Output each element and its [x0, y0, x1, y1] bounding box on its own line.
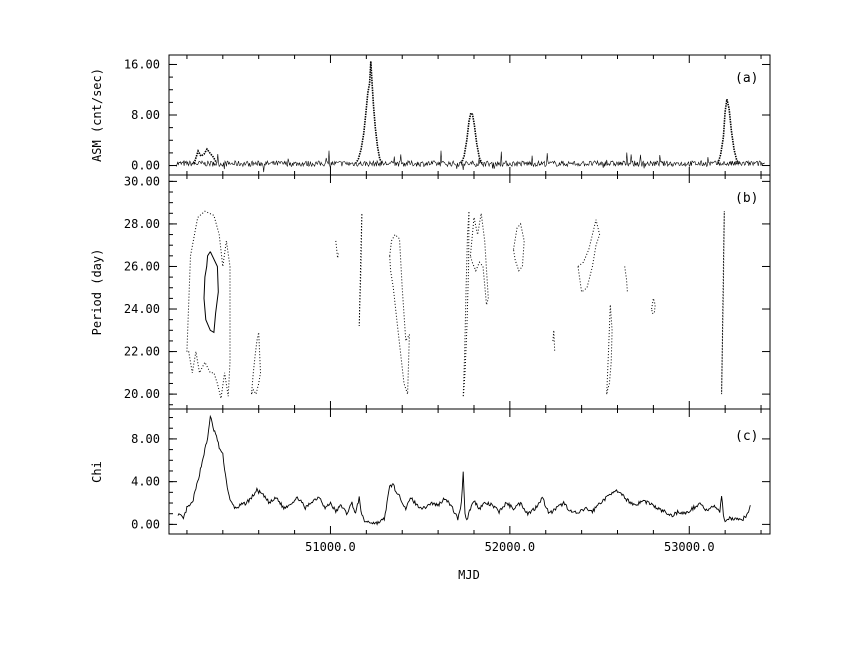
panel-b: (b) Period (day) 20.00 22.00 24.00 26.00…: [90, 174, 771, 410]
panel-b-ytick-label-3: 26.00: [124, 259, 160, 273]
panel-c-plot: [177, 414, 751, 526]
panel-c-xtick-label-0: 51000.0: [305, 540, 356, 554]
panel-a-flare-3: [717, 99, 741, 165]
panel-a-plot: [175, 61, 765, 173]
panel-b-dotted-contour-7: [513, 222, 525, 272]
panel-a-ytick-label-2: 16.00: [124, 57, 160, 71]
panel-a-frame: [168, 54, 771, 176]
panel-a-flare-1: [354, 61, 384, 165]
panel-b-ytick-label-1: 22.00: [124, 345, 160, 359]
panel-b-ytick-label-0: 20.00: [124, 387, 160, 401]
panel-b-ytick-label-5: 30.00: [124, 174, 160, 188]
panel-b-dotted-contour-9: [577, 219, 601, 293]
panel-c-ytick-label-2: 8.00: [131, 432, 160, 446]
panel-b-frame: [168, 174, 771, 410]
panel-b-dotted-contour-10: [606, 304, 613, 395]
panel-a-baseline-noise: [175, 150, 765, 173]
panel-b-tag: (b): [735, 191, 758, 206]
panel-b-dotted-contour-5: [462, 211, 470, 397]
panel-b-plot: [186, 210, 725, 399]
panel-b-ytick-label-2: 24.00: [124, 302, 160, 316]
panel-c-ylabel: Chi: [90, 461, 104, 483]
panel-b-dotted-contour-11: [624, 266, 628, 293]
panel-c-frame: [168, 408, 771, 535]
panel-b-solid-contour-0: [203, 251, 219, 334]
panel-a-tag: (a): [735, 71, 758, 86]
x-axis-title: MJD: [458, 568, 480, 582]
panel-b-dotted-contour-6: [469, 213, 489, 305]
panel-b-dotted-contour-4: [389, 233, 410, 395]
panel-a: (a) ASM (cnt/sec) 0.00 8.00 16.00: [90, 54, 771, 176]
panel-c-chi-line: [177, 414, 751, 526]
panel-b-ylabel: Period (day): [90, 249, 104, 336]
panel-a-flare-2: [460, 111, 483, 164]
panel-a-ticks: [169, 55, 770, 175]
panel-b-ticks: [169, 175, 770, 409]
panel-c: (c) Chi 0.00 4.00 8.00 51000.0 52000.0 5…: [90, 408, 771, 582]
panel-c-ytick-label-0: 0.00: [131, 517, 160, 531]
panel-a-ytick-label-0: 0.00: [131, 159, 160, 173]
panel-b-dotted-contour-2: [335, 240, 339, 259]
panel-c-tag: (c): [735, 429, 758, 444]
panel-c-xtick-label-2: 53000.0: [664, 540, 715, 554]
panel-c-ticks: [169, 409, 770, 534]
panel-b-dotted-contour-0: [186, 210, 231, 399]
panel-b-dotted-contour-1: [251, 332, 262, 396]
panel-b-dotted-contour-13: [721, 211, 725, 395]
panel-b-dotted-contour-12: [651, 298, 656, 314]
panel-a-ytick-label-1: 8.00: [131, 108, 160, 122]
panel-b-dotted-contour-3: [358, 213, 363, 327]
panel-a-flare-0: [193, 147, 218, 164]
panel-c-ytick-label-1: 4.00: [131, 475, 160, 489]
panel-b-dotted-contour-8: [552, 330, 556, 352]
panel-b-ytick-label-4: 28.00: [124, 217, 160, 231]
panel-a-ylabel: ASM (cnt/sec): [90, 68, 104, 162]
panel-c-xtick-label-1: 52000.0: [485, 540, 536, 554]
